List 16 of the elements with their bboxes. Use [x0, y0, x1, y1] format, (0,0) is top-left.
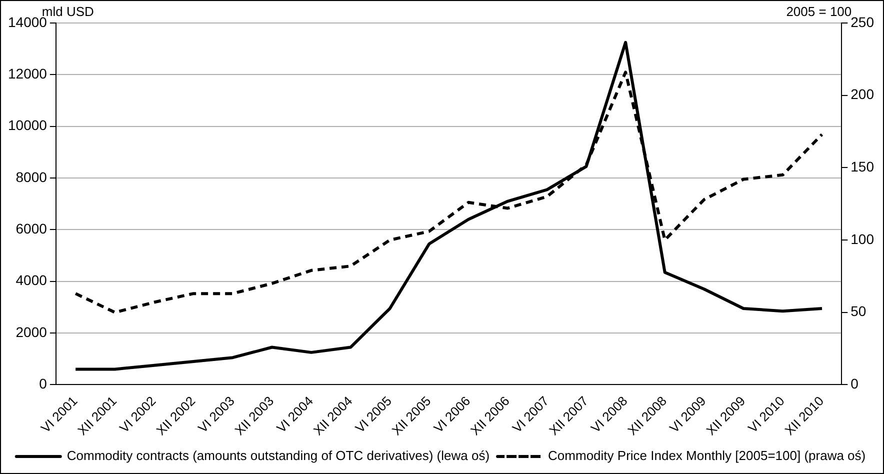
legend-label: Commodity Price Index Monthly [2005=100] (prawa oś) [548, 448, 866, 464]
y-tick-label: 10000 [8, 117, 48, 134]
y-tick-label: 12000 [8, 66, 48, 82]
y-tick-label: 0 [39, 376, 48, 392]
y-tick-label: 6000 [16, 220, 48, 237]
y2-tick-label: 50 [850, 303, 866, 320]
y-tick-label: 2000 [16, 324, 48, 340]
y2-tick-label: 100 [850, 230, 874, 247]
y2-axis-title: 2005 = 100 [786, 4, 852, 20]
legend-label: Commodity contracts (amounts outstanding of OTC derivatives) (lewa oś) [66, 448, 490, 464]
y2-tick-label: 150 [850, 158, 874, 175]
y-tick-label: 4000 [16, 272, 48, 288]
y2-tick-label: 0 [850, 376, 859, 392]
y2-tick-label: 200 [850, 86, 874, 102]
y-tick-label: 8000 [16, 168, 48, 185]
y2-tick-label: 250 [850, 14, 874, 30]
